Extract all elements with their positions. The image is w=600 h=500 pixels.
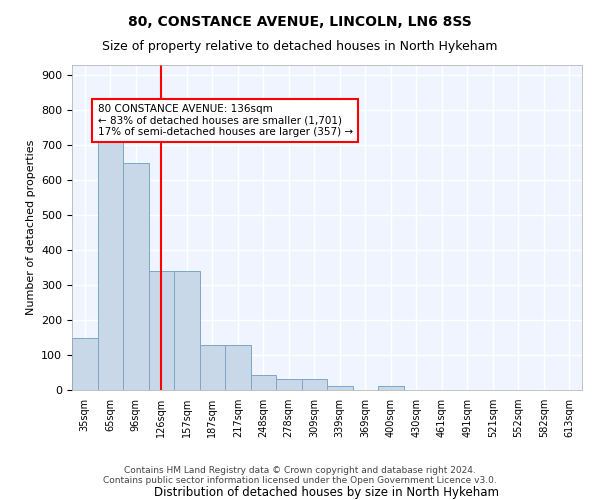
Bar (327, 386, 353, 390)
Text: Contains HM Land Registry data © Crown copyright and database right 2024.
Contai: Contains HM Land Registry data © Crown c… (103, 466, 497, 485)
Text: Size of property relative to detached houses in North Hykeham: Size of property relative to detached ho… (102, 40, 498, 53)
Bar (97, 140, 123, 390)
Bar (378, 386, 404, 390)
Text: 80 CONSTANCE AVENUE: 136sqm
← 83% of detached houses are smaller (1,701)
17% of : 80 CONSTANCE AVENUE: 136sqm ← 83% of det… (97, 104, 353, 137)
Bar (123, 163, 149, 390)
Bar (276, 379, 302, 390)
Y-axis label: Number of detached properties: Number of detached properties (26, 140, 35, 315)
Bar (149, 271, 174, 390)
Bar (199, 344, 225, 390)
Bar (174, 271, 199, 390)
Bar (225, 344, 251, 390)
Bar (251, 376, 276, 390)
Bar (302, 379, 327, 390)
X-axis label: Distribution of detached houses by size in North Hykeham: Distribution of detached houses by size … (155, 486, 499, 499)
Text: 80, CONSTANCE AVENUE, LINCOLN, LN6 8SS: 80, CONSTANCE AVENUE, LINCOLN, LN6 8SS (128, 15, 472, 29)
Bar (72, 338, 97, 390)
